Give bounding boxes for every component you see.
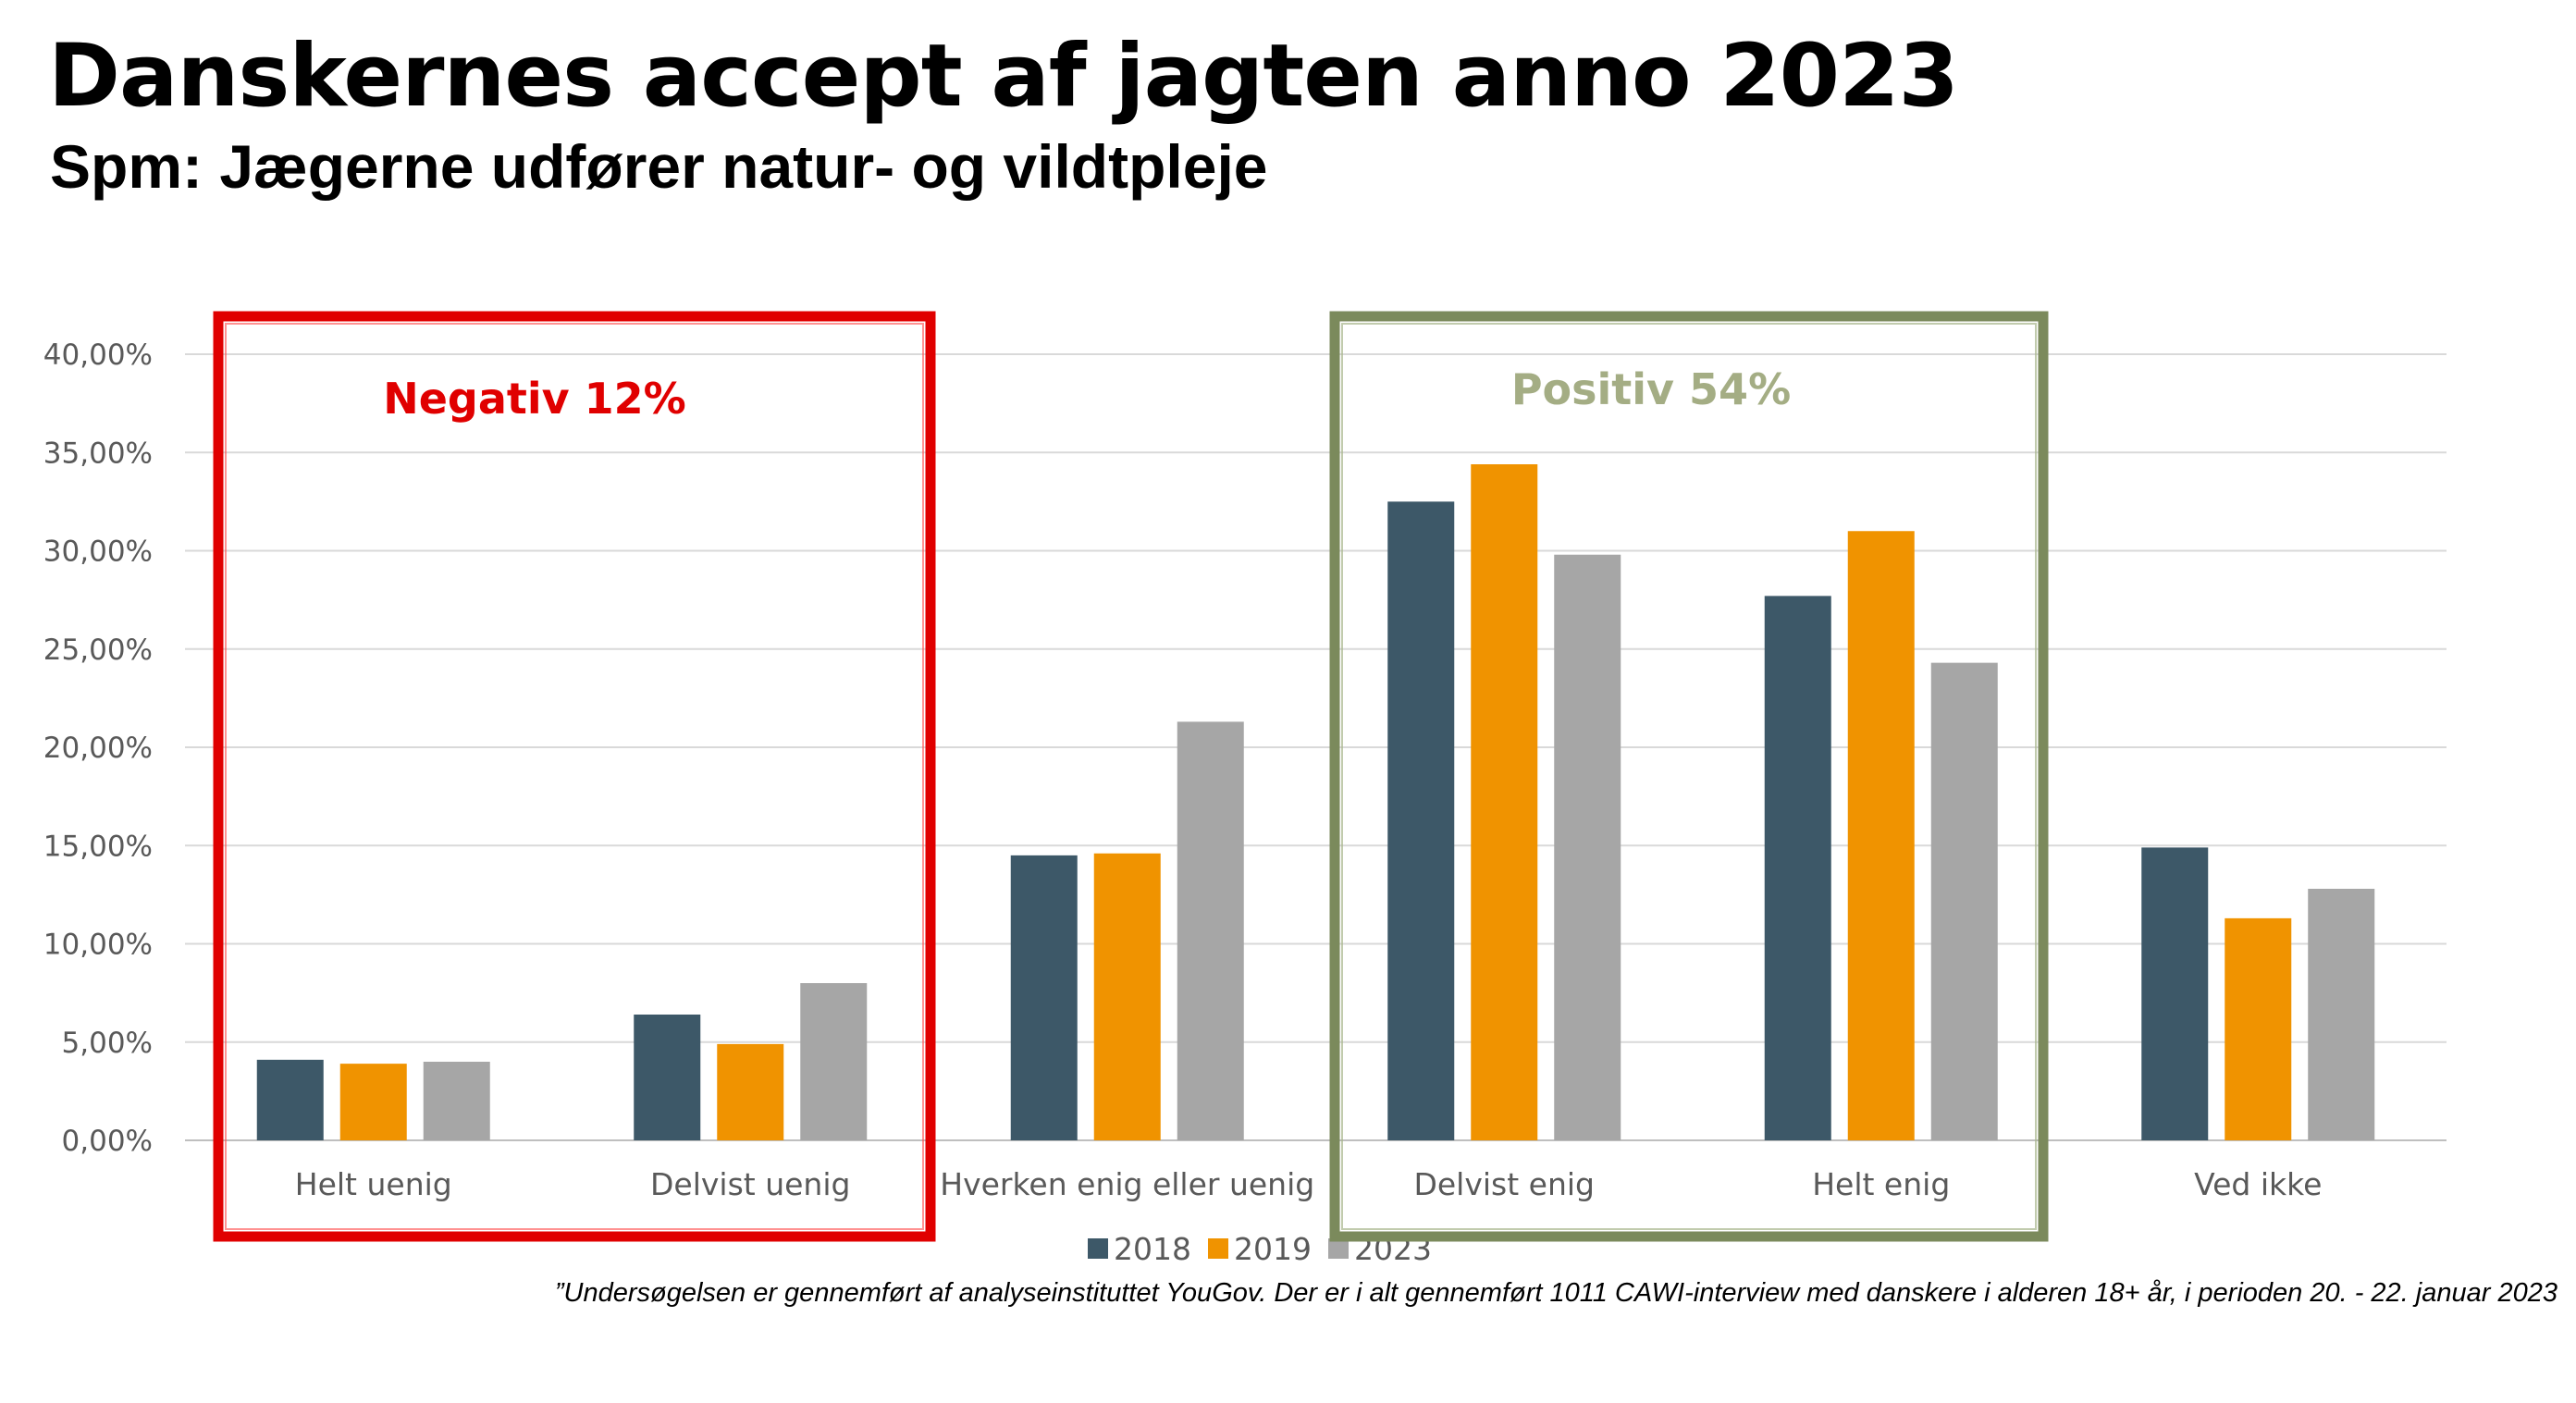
bar-2018 xyxy=(1764,596,1831,1140)
bar-2018 xyxy=(2141,847,2209,1140)
bar-2023 xyxy=(1930,662,1998,1140)
bar-2019 xyxy=(1093,853,1161,1140)
bar-2018 xyxy=(634,1015,701,1140)
bar-2019 xyxy=(339,1064,407,1140)
slide-subtitle: Spm: Jægerne udfører natur- og vildtplej… xyxy=(50,132,1268,201)
positive-highlight-box xyxy=(1329,311,2049,1242)
x-tick-label: Ved ikke xyxy=(2194,1166,2322,1202)
y-tick-label: 25,00% xyxy=(43,634,153,667)
bar-2023 xyxy=(2308,889,2375,1140)
negative-highlight-box xyxy=(213,311,936,1242)
slide-title: Danskernes accept af jagten anno 2023 xyxy=(48,26,1959,127)
bar-2018 xyxy=(256,1059,324,1140)
x-tick-label: Delvist enig xyxy=(1413,1166,1595,1202)
positive-annotation: Positiv 54% xyxy=(1511,364,1791,414)
y-tick-label: 40,00% xyxy=(43,338,153,372)
bar-2019 xyxy=(1847,531,1915,1140)
y-tick-label: 5,00% xyxy=(62,1027,153,1060)
bar-2023 xyxy=(1554,554,1621,1140)
bar-2023 xyxy=(1177,721,1244,1140)
x-axis-labels: Helt uenig Delvist uenig Hverken enig elle… xyxy=(295,1166,2323,1202)
bar-2019 xyxy=(717,1043,784,1140)
x-tick-label: Helt enig xyxy=(1812,1166,1950,1202)
bar-2018 xyxy=(1387,501,1455,1140)
x-tick-label: Delvist uenig xyxy=(650,1166,850,1202)
legend-swatch-2019 xyxy=(1208,1238,1228,1259)
y-tick-label: 0,00% xyxy=(62,1125,153,1158)
legend-swatch-2018 xyxy=(1088,1238,1108,1259)
negative-highlight-box-inner xyxy=(225,323,924,1230)
bar-2019 xyxy=(2225,917,2292,1140)
bar-2019 xyxy=(1471,464,1538,1140)
bar-2023 xyxy=(800,983,868,1140)
y-tick-label: 30,00% xyxy=(43,535,153,569)
negative-annotation: Negativ 12% xyxy=(383,374,686,424)
y-tick-label: 10,00% xyxy=(43,929,153,962)
legend-label: 2019 xyxy=(1234,1231,1312,1267)
y-axis-ticks: 0,00% 5,00% 10,00% 15,00% 20,00% 25,00% 30,00%… xyxy=(43,338,153,1158)
bars xyxy=(256,464,2375,1140)
y-tick-label: 20,00% xyxy=(43,732,153,765)
bar-2018 xyxy=(1010,855,1078,1140)
positive-highlight-box-inner xyxy=(1341,323,2037,1230)
legend-label: 2018 xyxy=(1114,1231,1191,1267)
footnote: ”Undersøgelsen er gennemført af analysei… xyxy=(554,1278,2558,1308)
bar-2023 xyxy=(423,1062,490,1140)
y-tick-label: 35,00% xyxy=(43,437,153,470)
x-tick-label: Helt uenig xyxy=(295,1166,452,1202)
x-tick-label: Hverken enig eller uenig xyxy=(940,1166,1314,1202)
legend-swatch-2023 xyxy=(1328,1238,1349,1259)
y-tick-label: 15,00% xyxy=(43,830,153,863)
gridlines xyxy=(185,353,2447,1141)
